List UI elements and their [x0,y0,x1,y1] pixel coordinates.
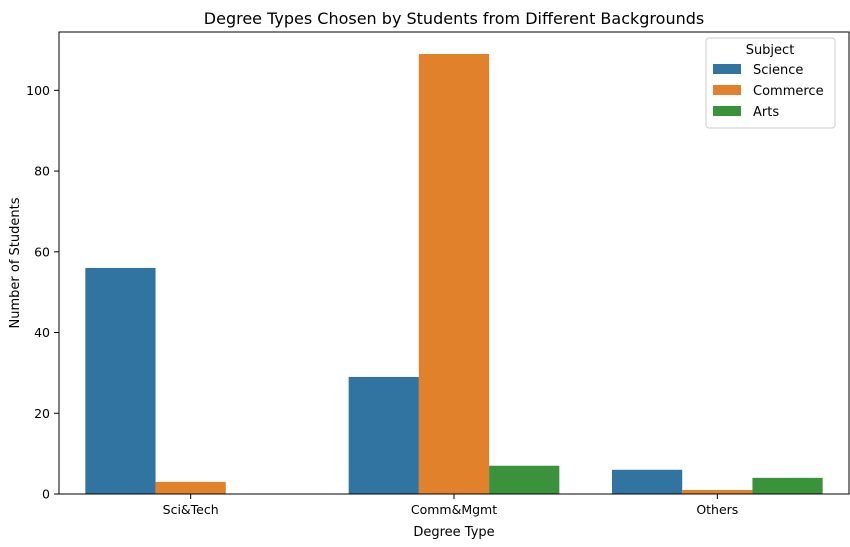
y-tick-label: 20 [34,406,50,421]
legend-label-commerce: Commerce [753,84,824,99]
legend-swatch-science [713,64,741,74]
y-tick-label: 80 [34,164,50,179]
plot-frame [58,31,850,495]
legend-items: Science Commerce Arts [713,63,824,120]
bar-commerce-1 [418,54,490,494]
y-axis-label: Number of Students [8,197,23,328]
legend-box [705,37,836,129]
legend-swatch-arts [713,106,741,116]
legend-title: Subject [746,43,795,58]
legend-label-arts: Arts [753,105,779,120]
bars-group [85,54,823,494]
x-axis-label: Degree Type [413,525,494,540]
chart-title: Degree Types Chosen by Students from Dif… [204,9,704,28]
y-tick-label: 40 [34,325,50,340]
bar-arts-2 [752,477,823,494]
bar-commerce-0 [155,481,226,494]
legend-label-science: Science [753,63,803,78]
y-tick-label: 0 [42,487,50,502]
x-tick-label: Others [696,502,738,517]
legend: Subject Science Commerce Arts [705,37,836,129]
bar-commerce-2 [682,489,753,494]
y-tick-label: 100 [26,83,50,98]
bar-arts-1 [489,465,560,494]
x-tick-label: Sci&Tech [163,502,219,517]
y-tick-label: 60 [34,244,50,259]
bar-science-1 [348,376,419,494]
x-axis-ticks: Sci&Tech Comm&Mgmt Others [163,494,738,517]
bar-science-0 [85,267,156,494]
x-tick-label: Comm&Mgmt [411,502,497,517]
bar-science-2 [612,469,683,494]
legend-swatch-commerce [713,85,741,95]
y-axis-ticks: 0 20 40 60 80 100 [26,83,59,502]
